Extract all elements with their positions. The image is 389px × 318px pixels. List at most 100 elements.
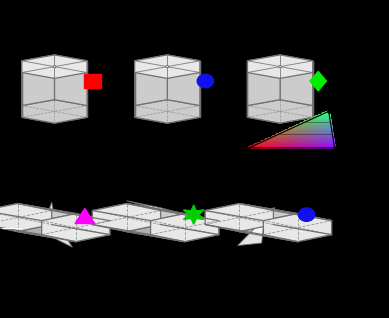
Point xyxy=(322,130,328,135)
Point xyxy=(326,115,332,121)
Point xyxy=(322,134,328,139)
Point xyxy=(298,122,304,127)
Point xyxy=(324,140,331,145)
Point xyxy=(291,138,297,143)
Point xyxy=(315,145,322,150)
Point xyxy=(315,115,321,120)
Point xyxy=(297,127,303,132)
Point xyxy=(279,135,286,140)
Point xyxy=(290,127,296,132)
Point xyxy=(330,143,336,148)
Point xyxy=(326,143,332,149)
Point xyxy=(314,114,320,120)
Point xyxy=(275,136,281,141)
Point xyxy=(254,144,260,149)
Point xyxy=(299,128,305,134)
Point xyxy=(303,119,310,124)
Point xyxy=(326,139,332,144)
Point xyxy=(317,117,323,122)
Point xyxy=(307,127,313,132)
Point xyxy=(294,139,301,144)
Point xyxy=(319,115,325,121)
Point xyxy=(315,142,321,147)
Point xyxy=(325,130,331,135)
Point xyxy=(326,120,332,125)
Point xyxy=(307,124,314,129)
Point xyxy=(327,127,333,132)
Point xyxy=(321,115,327,120)
Point xyxy=(326,109,332,114)
Point xyxy=(299,122,305,128)
Point xyxy=(326,123,332,128)
Point xyxy=(318,122,324,128)
Point xyxy=(283,129,289,134)
Point xyxy=(281,132,287,137)
Point xyxy=(307,122,314,128)
Point xyxy=(315,141,322,146)
Point xyxy=(283,134,289,139)
Point xyxy=(301,124,308,129)
Point xyxy=(305,132,311,137)
Point xyxy=(298,124,305,129)
Point xyxy=(315,115,321,120)
Point xyxy=(289,127,296,132)
Point xyxy=(277,142,284,147)
Point xyxy=(280,131,287,136)
Point xyxy=(301,127,308,132)
Point xyxy=(306,118,312,123)
Point xyxy=(326,117,332,122)
Point xyxy=(321,127,328,132)
Point xyxy=(318,126,324,131)
Point xyxy=(324,109,331,114)
Point xyxy=(329,134,336,139)
Point xyxy=(322,112,329,117)
Point xyxy=(294,134,300,139)
Point xyxy=(316,138,322,143)
Point xyxy=(297,145,303,150)
Point xyxy=(303,127,310,132)
Point xyxy=(312,131,319,136)
Point xyxy=(316,126,322,131)
Point xyxy=(322,111,328,116)
Point xyxy=(324,112,330,117)
Point xyxy=(273,142,279,147)
Point xyxy=(301,131,307,136)
Point xyxy=(320,115,326,121)
Point xyxy=(317,134,323,139)
Point xyxy=(319,137,325,142)
Point xyxy=(284,136,291,141)
Point xyxy=(318,113,324,118)
Point xyxy=(314,121,320,126)
Point xyxy=(316,119,322,124)
Point xyxy=(324,112,331,117)
Point xyxy=(291,126,297,131)
Point xyxy=(325,110,331,115)
Point xyxy=(320,129,326,134)
Point xyxy=(294,145,300,150)
Point xyxy=(321,112,327,117)
Point xyxy=(325,111,331,116)
Point xyxy=(326,109,332,114)
Point xyxy=(327,129,333,134)
Point xyxy=(314,128,320,133)
Point xyxy=(310,126,316,131)
Point xyxy=(289,140,295,145)
Point xyxy=(328,131,335,136)
Point xyxy=(296,125,302,130)
Point xyxy=(305,122,311,128)
Point xyxy=(258,143,265,149)
Point xyxy=(321,145,328,150)
Point xyxy=(266,140,273,145)
Point xyxy=(310,117,316,122)
Point xyxy=(318,116,324,121)
Point xyxy=(329,139,335,144)
Point xyxy=(320,116,326,121)
Point xyxy=(293,137,299,142)
Point xyxy=(305,134,312,139)
Point xyxy=(301,139,308,144)
Point xyxy=(327,128,333,134)
Polygon shape xyxy=(239,204,331,221)
Point xyxy=(326,109,332,114)
Point xyxy=(300,122,306,128)
Point xyxy=(312,117,319,122)
